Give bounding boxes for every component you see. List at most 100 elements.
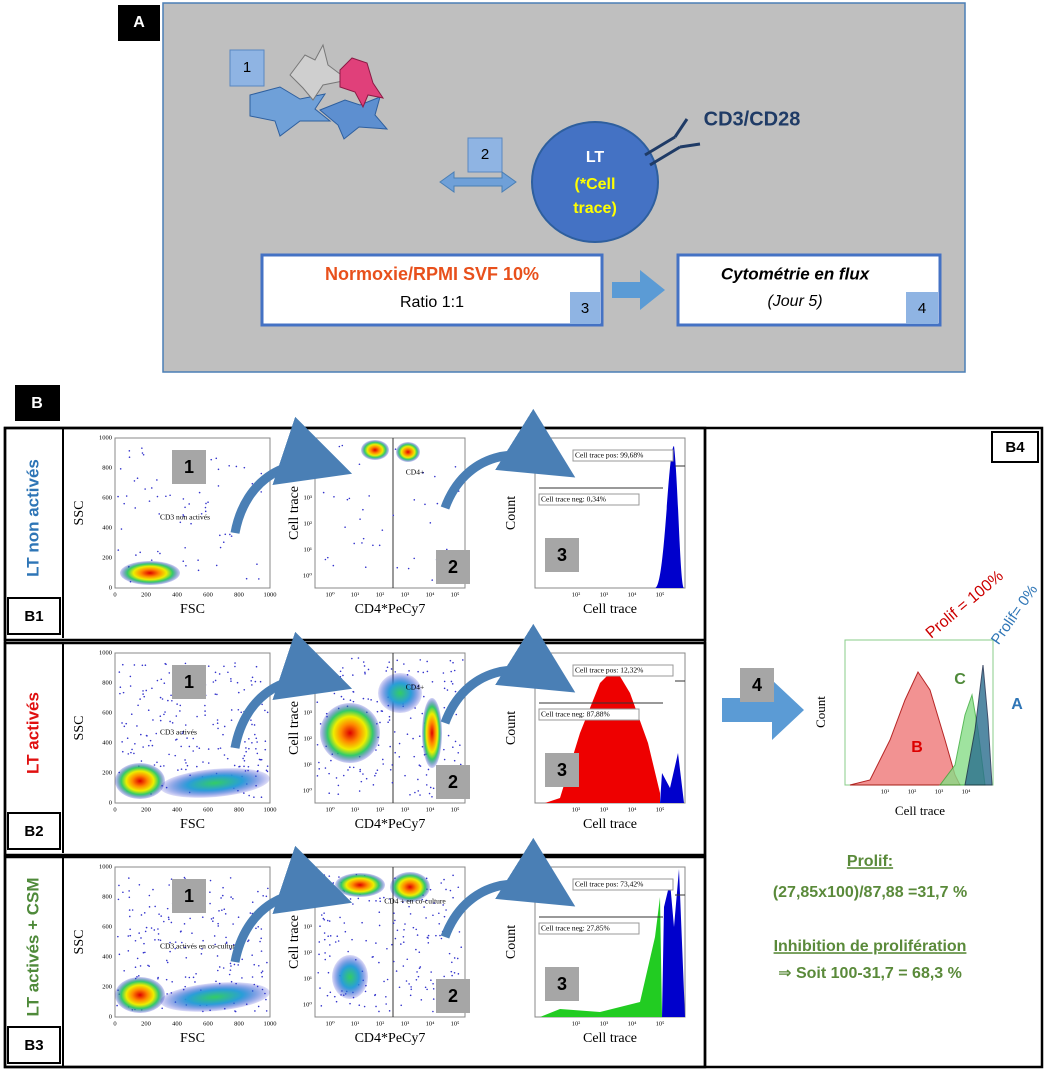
- event-dot: [417, 670, 419, 673]
- row-label: LT activés + CSM: [23, 877, 42, 1016]
- event-dot: [140, 733, 142, 736]
- event-dot: [328, 875, 331, 877]
- event-dot: [329, 944, 331, 946]
- event-dot: [239, 765, 241, 768]
- row: LT non activés B1 00 200 200 400 400 600 600 800 8…: [3, 408, 707, 642]
- event-dot: [167, 916, 170, 919]
- event-dot: [318, 768, 321, 770]
- event-dot: [154, 939, 156, 941]
- event-dot: [185, 762, 187, 764]
- event-dot: [318, 761, 320, 764]
- tag: B4: [1005, 439, 1025, 456]
- event-dot: [204, 510, 207, 513]
- event-dot: [117, 549, 120, 551]
- event-dot: [352, 691, 355, 693]
- event-dot: [226, 757, 229, 760]
- event-dot: [440, 937, 443, 940]
- event-dot: [319, 723, 322, 725]
- event-dot: [198, 491, 201, 494]
- event-dot: [454, 465, 457, 468]
- event-dot: [260, 796, 263, 798]
- step-number: 2: [448, 557, 458, 577]
- gate-label: Cell trace pos: 99,68%: [575, 451, 643, 460]
- event-dot: [180, 768, 183, 770]
- gate-label-bg: [538, 493, 640, 506]
- event-dot: [449, 659, 452, 662]
- event-dot: [349, 898, 352, 900]
- event-dot: [333, 995, 336, 998]
- gate-label: CD4 + en co-culture: [384, 897, 446, 906]
- event-dot: [181, 732, 184, 735]
- event-dot: [375, 900, 377, 902]
- event-dot: [254, 733, 256, 736]
- event-dot: [131, 748, 133, 751]
- step-box: [436, 765, 470, 799]
- x-tick-label: 10³: [401, 1020, 410, 1027]
- event-dot: [243, 759, 246, 762]
- rows: LT non activésB1002002004004006006008008…: [3, 408, 707, 1069]
- event-dot: [344, 930, 347, 933]
- event-dot: [342, 698, 345, 701]
- x-tick-label: 10¹: [881, 788, 890, 795]
- event-dot: [415, 928, 418, 931]
- event-dot: [153, 929, 156, 931]
- event-dot: [342, 667, 344, 669]
- event-dot: [254, 1010, 256, 1012]
- event-dot: [418, 967, 421, 969]
- event-dot: [349, 699, 352, 702]
- event-dot: [234, 1010, 237, 1013]
- event-dot: [257, 890, 259, 893]
- event-dot: [396, 566, 399, 569]
- event-dot: [243, 466, 246, 469]
- row-tag-box: [7, 597, 61, 635]
- event-dot: [225, 942, 228, 944]
- axis-label: Count: [504, 925, 519, 959]
- event-dot: [163, 713, 165, 716]
- event-dot: [177, 769, 179, 771]
- event-dot: [212, 723, 214, 726]
- event-dot: [416, 934, 419, 936]
- event-dot: [396, 929, 399, 932]
- panel-label-box: [15, 385, 60, 421]
- event-dot: [123, 502, 125, 505]
- y-tick-label: 800: [102, 893, 112, 900]
- x-tick-label: 10⁰: [325, 1020, 335, 1027]
- event-dot: [130, 751, 132, 754]
- event-dot: [147, 964, 149, 967]
- event-dot: [216, 969, 219, 972]
- axis-label: FSC: [180, 817, 205, 832]
- event-dot: [230, 719, 233, 721]
- event-dot: [432, 988, 435, 990]
- step-number: 2: [448, 986, 458, 1006]
- row-label: LT activés: [23, 692, 42, 774]
- event-dot: [323, 918, 326, 921]
- event-dot: [340, 695, 343, 698]
- gate-label-bg: [538, 708, 640, 721]
- event-dot: [128, 896, 131, 899]
- event-dot: [136, 725, 138, 727]
- event-dot: [406, 733, 409, 736]
- step-number: 3: [557, 760, 567, 780]
- event-dot: [144, 951, 146, 954]
- event-dot: [265, 895, 268, 898]
- event-dot: [148, 894, 151, 897]
- curve-label: B: [911, 739, 923, 756]
- event-dot: [320, 1005, 323, 1007]
- event-dot: [247, 765, 250, 768]
- event-dot: [159, 939, 162, 942]
- x-tick-label: 10³: [600, 806, 609, 813]
- event-dot: [337, 677, 339, 680]
- event-dot: [202, 761, 204, 763]
- event-dot: [229, 877, 232, 879]
- event-dot: [134, 939, 137, 942]
- event-dot: [450, 970, 453, 973]
- axis-label: CD4*PeCy7: [355, 602, 426, 617]
- event-dot: [423, 906, 425, 908]
- event-dot: [421, 898, 424, 901]
- event-dot: [217, 922, 219, 925]
- event-dot: [241, 977, 243, 979]
- gate-label: CD3 non activés: [160, 513, 210, 522]
- event-dot: [338, 876, 340, 878]
- event-dot: [436, 502, 439, 505]
- curve-label: A: [1011, 696, 1023, 713]
